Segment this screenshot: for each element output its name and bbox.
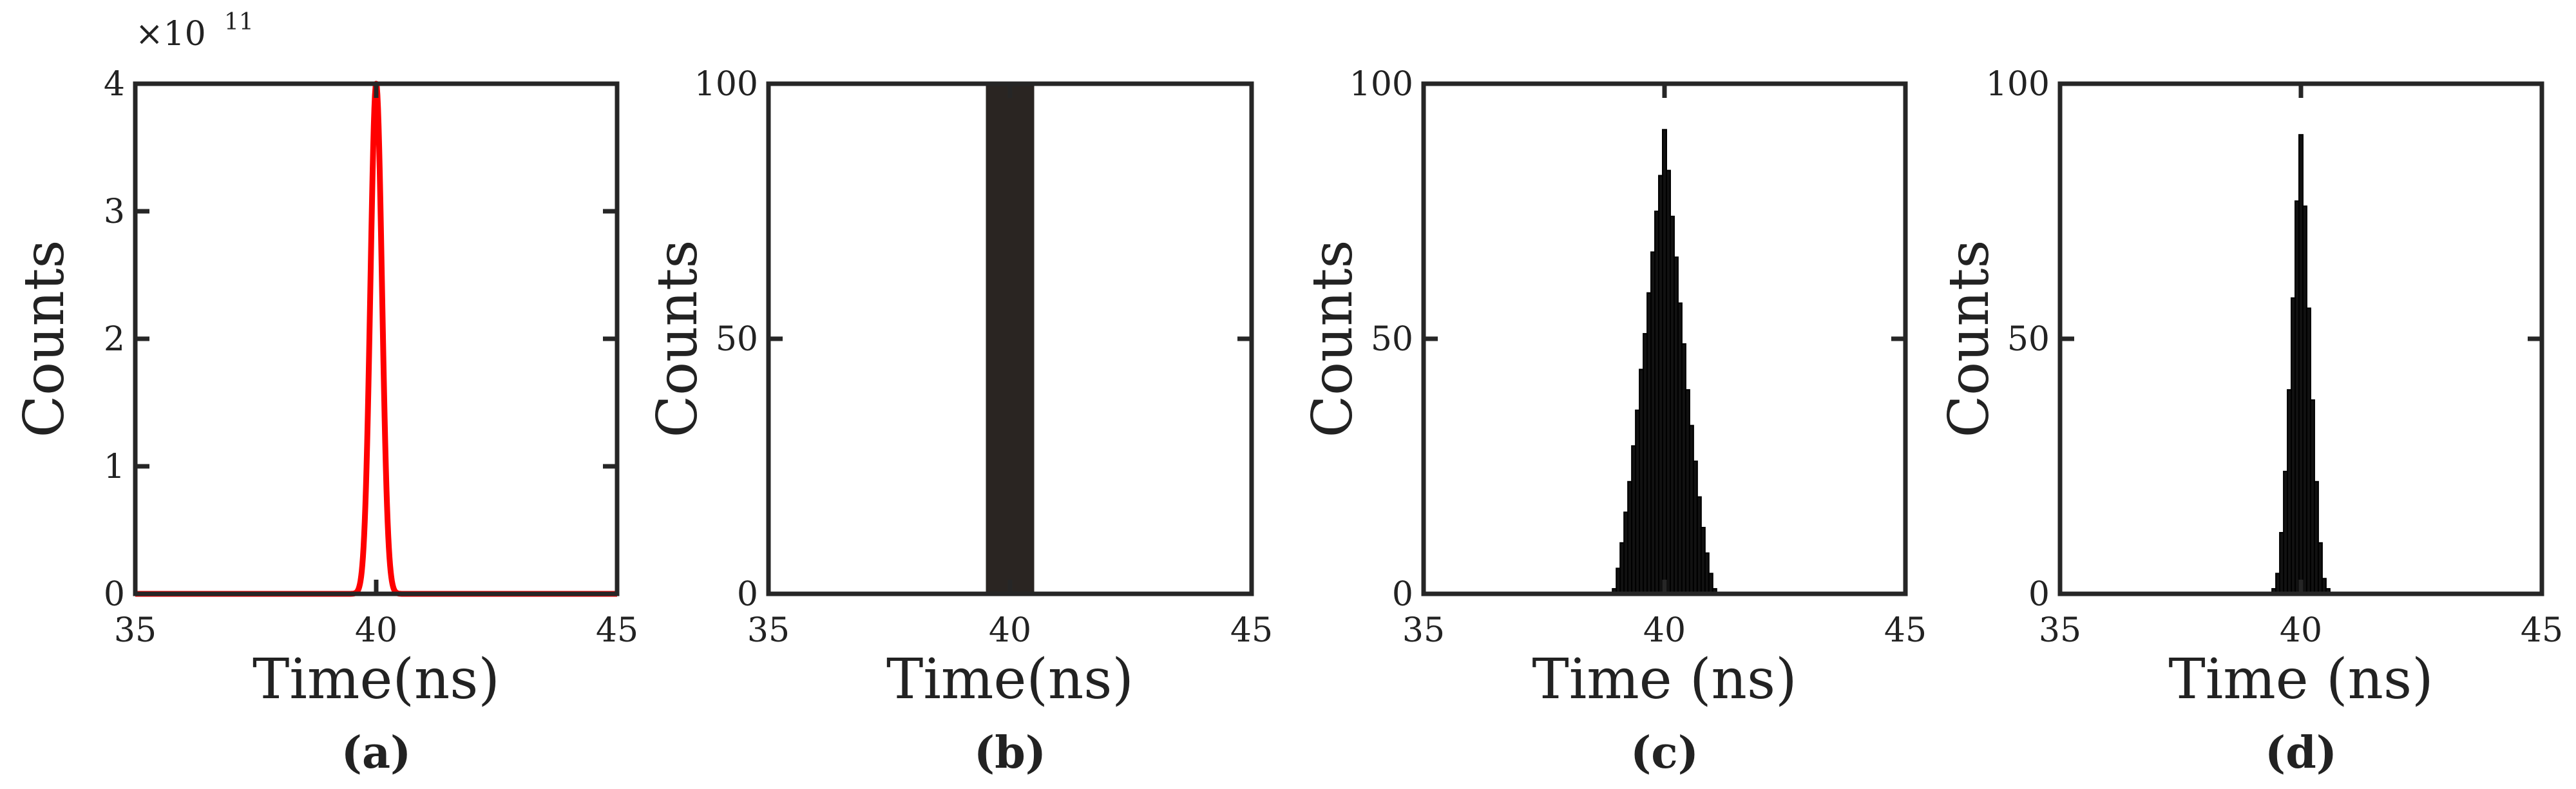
- y-tick-label: 50: [1371, 320, 1413, 359]
- x-tick-label: 40: [1643, 611, 1686, 650]
- panel-4: 35 40 45 0 50 100 Time (ns) Counts (d): [1937, 65, 2563, 779]
- bar-1: [986, 84, 1035, 594]
- y-tick-label: 0: [737, 575, 758, 614]
- x-tick-label: 35: [747, 611, 790, 650]
- panel-1: 35 40 45 0 1 2 3 4 ×10 11 Time(ns) Counts (a): [12, 9, 638, 779]
- series-line: [133, 81, 620, 597]
- panel-label: (c): [1630, 727, 1699, 779]
- y-axis-title: Counts: [1301, 240, 1365, 437]
- x-tick-label: 45: [2521, 611, 2563, 650]
- y-tick-label: 100: [694, 65, 758, 104]
- y-tick-label: 1: [104, 448, 125, 486]
- y-axis-title: Counts: [645, 240, 710, 437]
- y-multiplier: ×10: [135, 15, 206, 53]
- panel-2: 35 40 45 0 50 100 Time(ns) Counts (b): [645, 65, 1273, 779]
- panel-3: 35 40 45 0 50 100 Time (ns) Counts (c): [1301, 65, 1927, 779]
- axes-frame: [133, 81, 620, 596]
- x-tick-label: 45: [1884, 611, 1927, 650]
- x-tick-label: 45: [596, 611, 638, 650]
- panel-label: (a): [341, 727, 411, 779]
- y-tick-label: 100: [1986, 65, 2050, 104]
- x-tick-label: 35: [2039, 611, 2081, 650]
- x-axis-title: Time(ns): [886, 647, 1134, 712]
- x-tick-label: 45: [1230, 611, 1273, 650]
- y-axis-title: Counts: [12, 240, 77, 437]
- x-tick-label: 40: [989, 611, 1031, 650]
- x-tick-label: 35: [1402, 611, 1445, 650]
- x-tick-label: 40: [2280, 611, 2322, 650]
- x-axis-title: Time(ns): [253, 647, 500, 712]
- panel-label: (d): [2265, 727, 2337, 779]
- y-axis-title: Counts: [1937, 240, 2001, 437]
- y-tick-label: 0: [1392, 575, 1413, 614]
- y-tick-label: 100: [1350, 65, 1413, 104]
- y-tick-label: 4: [104, 65, 125, 104]
- x-axis-title: Time (ns): [1532, 647, 1797, 712]
- y-tick-label: 50: [716, 320, 758, 359]
- x-tick-label: 35: [114, 611, 157, 650]
- x-axis-title: Time (ns): [2168, 647, 2433, 712]
- panel-label: (b): [974, 727, 1046, 779]
- y-tick-label: 3: [104, 193, 125, 231]
- y-tick-label: 50: [2007, 320, 2050, 359]
- y-exponent: 11: [224, 9, 254, 35]
- y-tick-label: 0: [104, 575, 125, 614]
- y-tick-label: 0: [2028, 575, 2050, 614]
- y-tick-label: 2: [104, 320, 125, 359]
- x-tick-label: 40: [355, 611, 397, 650]
